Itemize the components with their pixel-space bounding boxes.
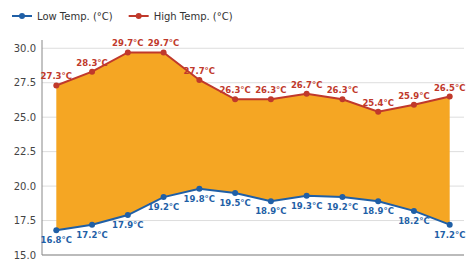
series-marker [125,212,131,218]
data-label: 17.2°C [434,230,465,240]
series-marker [304,193,310,199]
data-label: 27.7°C [184,66,215,76]
y-tick-label: 17.5 [14,215,36,226]
series-marker [375,198,381,204]
data-label: 26.7°C [291,80,322,90]
series-marker [89,69,95,75]
series-marker [268,96,274,102]
y-tick-label: 25.0 [14,112,36,123]
series-marker [375,109,381,115]
grid-line [42,48,464,49]
series-marker [411,208,417,214]
legend-marker [136,13,142,19]
data-label: 25.4°C [362,98,393,108]
series-marker [232,96,238,102]
series-marker [53,227,59,233]
data-label: 19.8°C [184,194,215,204]
data-label: 19.3°C [291,201,322,211]
series-marker [268,198,274,204]
series-marker [339,96,345,102]
data-label: 17.2°C [76,230,107,240]
series-marker [89,222,95,228]
data-label: 17.9°C [112,220,143,230]
series-marker [232,190,238,196]
legend-label: Low Temp. (°C) [37,11,113,22]
legend-label: High Temp. (°C) [154,11,233,22]
data-label: 19.2°C [148,202,179,212]
series-marker [196,186,202,192]
data-label: 29.7°C [112,38,143,48]
y-tick-label: 15.0 [14,250,36,261]
series-marker [339,194,345,200]
data-label: 28.3°C [76,58,107,68]
data-label: 18.9°C [362,206,393,216]
plot-area [53,49,452,233]
grid-line [42,255,464,256]
legend-marker [19,13,25,19]
y-grid [42,48,464,255]
data-label: 26.3°C [255,85,286,95]
legend: Low Temp. (°C) High Temp. (°C) [12,11,233,22]
y-tick-label: 27.5 [14,77,36,88]
series-line [56,189,449,230]
series-line [56,52,449,111]
data-label: 19.5°C [219,198,250,208]
x-axis-line [42,255,464,256]
data-labels: 16.8°C 17.2°C 17.9°C 19.2°C 19.8°C 19.5°C 18.9… [41,38,466,245]
y-tick-label: 30.0 [14,43,36,54]
data-label: 29.7°C [148,38,179,48]
data-label: 25.9°C [398,91,429,101]
y-tick-label: 22.5 [14,146,36,157]
chart: 15.0 17.5 20.0 22.5 25.0 27.5 30.0 16.8°C 17.2°C… [0,0,474,274]
data-label: 16.8°C [41,235,72,245]
series-marker [196,77,202,83]
data-label: 26.3°C [219,85,250,95]
series-marker [447,94,453,100]
series-marker [125,49,131,55]
data-label: 26.5°C [434,83,465,93]
range-area [56,52,449,230]
series-marker [161,49,167,55]
series-marker [447,222,453,228]
series-marker [53,82,59,88]
data-label: 27.3°C [41,71,72,81]
y-tick-label: 20.0 [14,181,36,192]
data-label: 18.2°C [398,216,429,226]
series-marker [411,102,417,108]
data-label: 26.3°C [327,85,358,95]
series-marker [304,91,310,97]
series-marker [161,194,167,200]
data-label: 18.9°C [255,206,286,216]
data-label: 19.2°C [327,202,358,212]
